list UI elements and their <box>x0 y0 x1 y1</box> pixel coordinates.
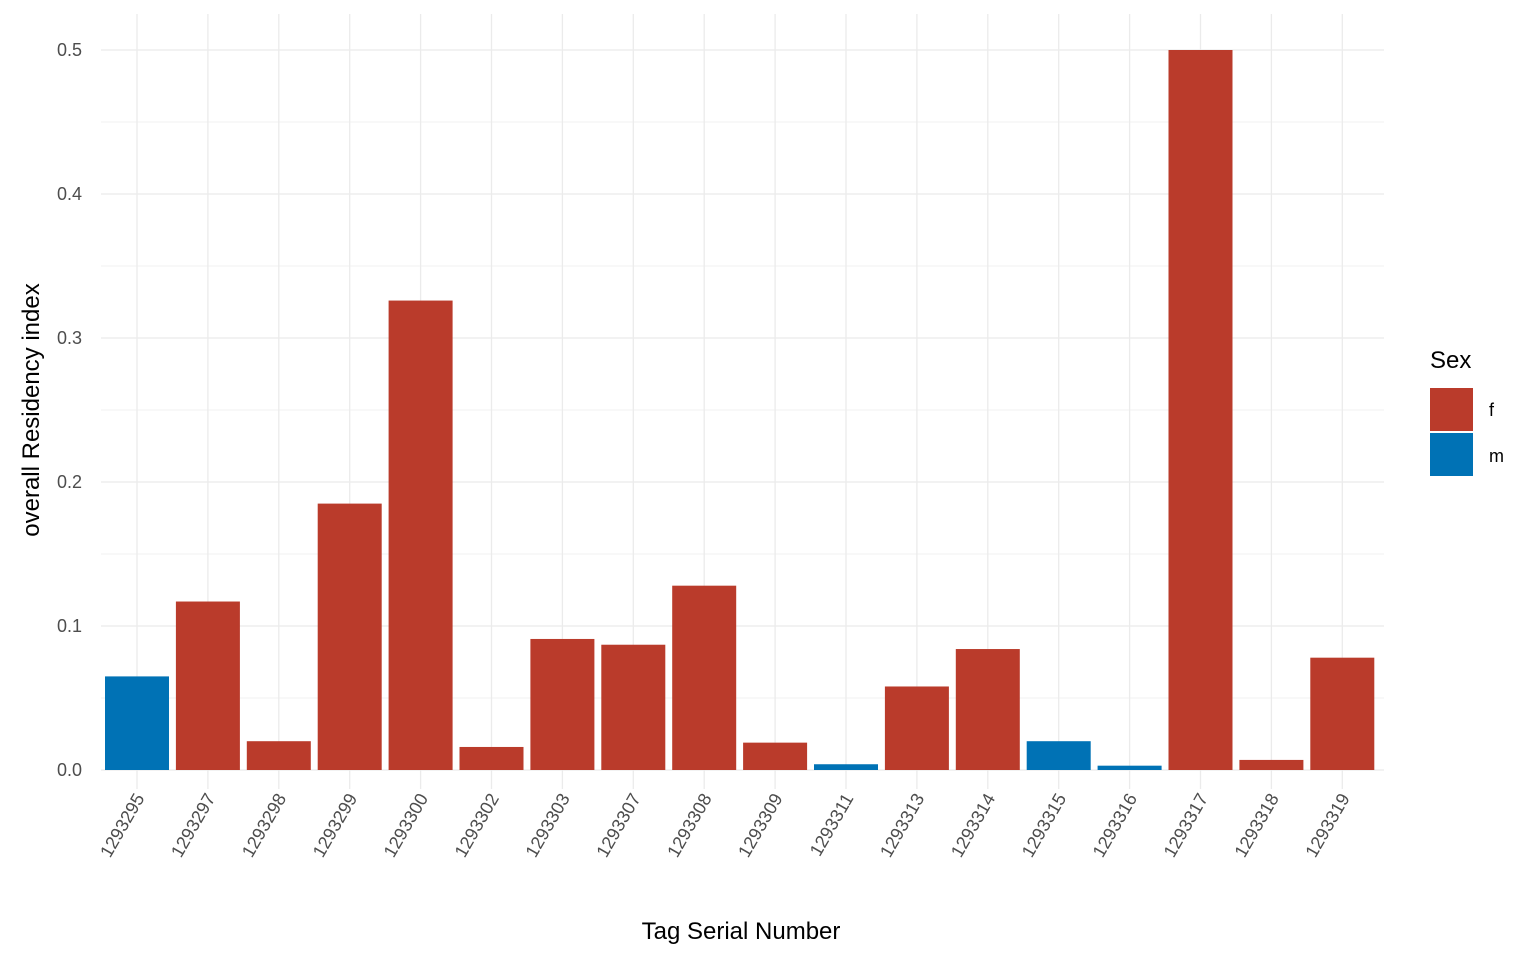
bar-1293318 <box>1239 759 1304 770</box>
bars <box>105 50 1375 770</box>
x-tick-label: 1293316 <box>1089 790 1141 861</box>
x-tick-labels: 1293295 1293297 1293298 1293299 1293300 12933… <box>96 790 1354 861</box>
y-tick-label: 0.1 <box>57 616 82 636</box>
y-tick-label: 0.4 <box>57 184 82 204</box>
bar-1293307 <box>601 644 666 770</box>
legend-key-f <box>1430 388 1473 431</box>
bar-1293319 <box>1310 657 1375 770</box>
bar-1293316 <box>1097 765 1162 770</box>
x-tick-label: 1293299 <box>309 790 361 861</box>
legend-label-f: f <box>1489 400 1495 420</box>
major-gridlines <box>101 14 1384 789</box>
legend-label-m: m <box>1489 446 1504 466</box>
bar-1293300 <box>388 300 453 770</box>
x-tick-label: 1293302 <box>451 790 503 861</box>
x-tick-label: 1293298 <box>238 790 290 861</box>
bar-1293303 <box>530 638 595 770</box>
x-tick-label: 1293309 <box>734 790 786 861</box>
x-tick-label: 1293317 <box>1160 790 1212 861</box>
bar-1293311 <box>814 764 878 770</box>
legend: Sex f m <box>1430 347 1504 476</box>
x-tick-label: 1293303 <box>522 790 574 861</box>
bar-1293297 <box>175 601 240 770</box>
bar-1293315 <box>1026 741 1091 770</box>
bar-1293314 <box>955 649 1020 770</box>
bar-1293295 <box>105 676 169 770</box>
x-tick-label: 1293297 <box>167 790 219 861</box>
x-tick-label: 1293313 <box>876 790 928 861</box>
bar-1293308 <box>672 585 737 770</box>
y-tick-label: 0.2 <box>57 472 82 492</box>
bar-1293298 <box>246 741 311 770</box>
y-tick-label: 0.3 <box>57 328 82 348</box>
x-axis-title: Tag Serial Number <box>642 918 841 945</box>
y-axis-title: overall Residency index <box>18 283 45 536</box>
x-tick-label: 1293319 <box>1301 790 1353 861</box>
bar-1293309 <box>743 742 808 770</box>
bar-1293299 <box>317 503 382 770</box>
y-tick-labels: 0.0 0.1 0.2 0.3 0.4 0.5 <box>57 40 82 780</box>
x-tick-label: 1293314 <box>947 790 999 861</box>
bar-1293317 <box>1168 50 1233 770</box>
legend-key-m <box>1430 433 1473 476</box>
x-tick-label: 1293311 <box>806 790 858 860</box>
x-tick-label: 1293295 <box>96 790 148 861</box>
y-tick-label: 0.0 <box>57 760 82 780</box>
x-tick-label: 1293300 <box>380 790 432 861</box>
legend-title: Sex <box>1430 347 1471 374</box>
bar-1293302 <box>459 746 524 770</box>
bar-1293313 <box>884 686 949 770</box>
x-tick-label: 1293315 <box>1018 790 1070 861</box>
x-tick-label: 1293307 <box>592 790 644 861</box>
x-tick-label: 1293308 <box>663 790 715 861</box>
x-tick-label: 1293318 <box>1231 790 1283 861</box>
y-tick-label: 0.5 <box>57 40 82 60</box>
